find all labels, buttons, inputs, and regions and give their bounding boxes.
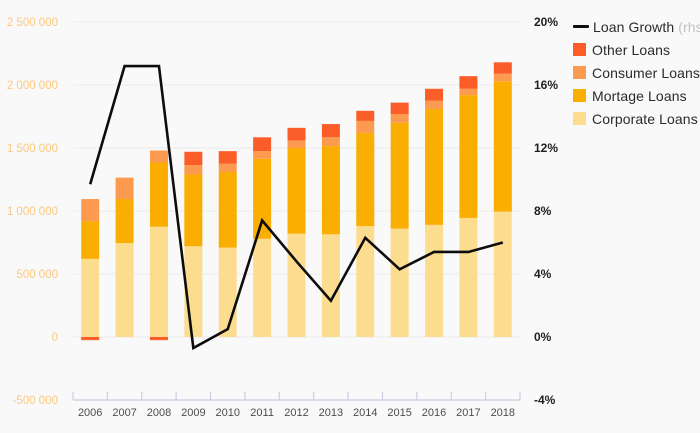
bar-segment[interactable] [149,226,168,337]
bar-segment[interactable] [149,162,168,227]
x-axis-tick-label: 2007 [112,407,136,419]
bar-segment[interactable] [81,258,100,337]
bar-segment[interactable] [253,238,272,337]
x-axis-tick-label: 2009 [181,407,205,419]
bar-segment[interactable] [287,127,306,141]
legend-label: Corporate Loans [592,110,698,127]
bar-segment[interactable] [321,137,340,147]
right-axis-tick: 4% [534,267,552,281]
legend-suffix-rhs: (rhs) [678,18,700,35]
bar-segment[interactable] [425,88,444,101]
bar-segment[interactable] [218,171,237,248]
loan-growth-line-swatch [573,25,589,28]
bar-segment[interactable] [425,224,444,337]
bar-segment[interactable] [81,221,100,259]
bars-layer[interactable] [81,62,512,341]
bar-segment[interactable] [459,95,478,218]
right-axis-tick: 12% [534,141,558,155]
bar-segment[interactable] [459,88,478,96]
bar-segment[interactable] [493,81,512,212]
x-axis-tick-label: 2017 [456,407,480,419]
right-axis-tick: 20% [534,15,558,29]
bar-segment[interactable] [218,247,237,337]
bar-segment[interactable] [493,62,512,74]
bar-segment[interactable] [218,151,237,164]
bar-segment[interactable] [287,233,306,337]
bar-segment[interactable] [149,150,168,163]
bar-segment[interactable] [184,174,203,247]
left-axis-tick: 1 500 000 [7,143,58,155]
bar-segment[interactable] [356,226,375,337]
left-axis-tick: 2 000 000 [7,80,58,92]
x-axis-tick-label: 2010 [215,407,239,419]
right-axis-tick: -4% [534,393,556,407]
bar-segment[interactable] [115,199,134,244]
bar-segment[interactable] [115,177,134,200]
legend-label: Consumer Loans [592,64,700,81]
bar-segment[interactable] [81,199,100,222]
loan-growth-line[interactable] [88,64,504,351]
x-axis-tick-label: 2013 [319,407,343,419]
x-axis-tick-label: 2015 [387,407,411,419]
bar-segment[interactable] [184,165,203,175]
bar-segment[interactable] [218,163,237,172]
left-axis-tick: 1 000 000 [7,206,58,218]
legend-label: Mortage Loans [592,87,687,104]
x-axis [72,392,521,401]
legend-item-mortage-loans[interactable]: Mortage Loans [573,84,700,107]
bar-segment[interactable] [425,100,444,109]
bar-segment[interactable] [81,337,100,341]
right-axis-tick: 16% [534,78,558,92]
consumer-loans-swatch [573,66,586,79]
bar-segment[interactable] [149,337,168,341]
x-axis-tick-label: 2011 [250,407,274,419]
x-axis-tick-label: 2014 [353,407,377,419]
bar-segment[interactable] [390,122,409,229]
bar-segment[interactable] [115,243,134,337]
bar-segment[interactable] [184,151,203,166]
legend-item-other-loans[interactable]: Other Loans [573,38,700,61]
legend-item-loan-growth[interactable]: Loan Growth (rhs) [573,15,700,38]
bar-segment[interactable] [356,132,375,227]
corporate-loans-swatch [573,112,586,125]
bar-segment[interactable] [321,146,340,235]
bar-segment[interactable] [390,113,409,123]
bar-segment[interactable] [253,151,272,159]
legend-item-consumer-loans[interactable]: Consumer Loans [573,61,700,84]
bar-segment[interactable] [321,124,340,138]
bar-segment[interactable] [253,158,272,239]
x-axis-tick-label: 2006 [78,407,102,419]
x-axis-tick-label: 2018 [491,407,515,419]
bar-segment[interactable] [459,76,478,89]
x-axis-tick-label: 2012 [284,407,308,419]
bar-segment[interactable] [493,211,512,337]
bar-segment[interactable] [425,108,444,225]
bar-segment[interactable] [287,148,306,234]
bar-segment[interactable] [356,120,375,133]
bar-segment[interactable] [287,140,306,148]
left-axis-tick: 2 500 000 [7,17,58,29]
chart-legend: Loan Growth (rhs) Other Loans Consumer L… [573,15,700,130]
bar-segment[interactable] [356,110,375,121]
left-axis-tick: -500 000 [13,395,58,407]
mortage-loans-swatch [573,89,586,102]
right-axis-tick: 0% [534,330,552,344]
right-axis-tick: 8% [534,204,552,218]
bar-segment[interactable] [390,102,409,114]
legend-label: Other Loans [592,41,671,58]
bar-segment[interactable] [321,234,340,337]
legend-item-corporate-loans[interactable]: Corporate Loans [573,107,700,130]
bar-segment[interactable] [253,137,272,152]
left-axis-tick: 500 000 [16,269,58,281]
bar-segment[interactable] [390,228,409,337]
other-loans-swatch [573,43,586,56]
bar-segment[interactable] [459,217,478,337]
x-axis-tick-label: 2016 [422,407,446,419]
bar-segment[interactable] [493,73,512,82]
left-axis-tick: 0 [52,332,58,344]
x-axis-tick-label: 2008 [147,407,171,419]
legend-label: Loan Growth (rhs) [593,19,700,35]
